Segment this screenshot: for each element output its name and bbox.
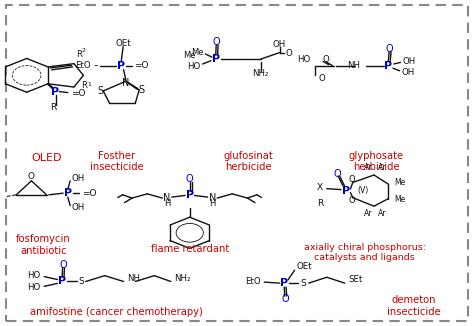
Text: HO: HO [27,283,41,292]
Text: Me: Me [394,178,405,187]
Text: HO: HO [27,271,41,280]
Text: P: P [52,87,60,96]
Text: N: N [164,193,171,203]
Text: Ar: Ar [378,209,387,218]
Text: O: O [213,37,220,47]
Text: R: R [82,81,87,90]
Text: P: P [117,61,125,71]
Text: NH₂: NH₂ [252,69,269,78]
Text: O: O [186,173,193,184]
Text: OH: OH [401,68,415,77]
Text: R: R [51,103,57,112]
Text: O: O [59,259,67,270]
Text: OEt: OEt [296,262,312,271]
Text: R: R [76,50,82,59]
Text: Fosther
insecticide: Fosther insecticide [90,151,143,172]
Text: P: P [212,54,220,64]
Text: OH: OH [72,203,85,212]
Text: glyphosate
herbicide: glyphosate herbicide [349,151,404,172]
Text: N: N [122,79,129,88]
Text: OH: OH [273,40,286,49]
Text: Me: Me [191,48,204,57]
Text: OH: OH [72,174,85,183]
Text: O: O [386,44,393,54]
Text: =O: =O [135,61,149,70]
Text: O: O [318,74,325,83]
Text: X: X [317,184,323,192]
Text: (V): (V) [357,186,369,195]
Text: NH: NH [128,274,140,283]
Text: glufosinat
herbicide: glufosinat herbicide [224,151,273,172]
Text: H: H [164,199,170,208]
Text: N: N [209,193,216,203]
Text: O: O [28,172,35,181]
Text: O: O [333,169,341,179]
Text: P: P [58,276,66,287]
Text: OH: OH [402,57,416,66]
Text: O: O [286,49,292,58]
Text: Ar: Ar [364,163,373,172]
Text: –: – [94,61,99,70]
Text: demeton
insecticide: demeton insecticide [387,295,441,317]
Text: EtO: EtO [245,277,261,286]
Text: 1: 1 [88,82,91,87]
Text: OLED: OLED [31,153,62,163]
Text: P: P [64,188,72,198]
Text: O: O [348,197,355,205]
Text: HO: HO [298,55,311,64]
Text: O: O [322,55,329,64]
Text: amifostine (cancer chemotherapy): amifostine (cancer chemotherapy) [30,307,203,317]
Text: S: S [301,279,306,288]
Text: NH₂: NH₂ [174,274,191,283]
Text: P: P [342,185,350,196]
Text: 2: 2 [82,48,86,53]
Text: Me: Me [394,195,405,204]
Text: Ar: Ar [364,209,373,218]
Text: H: H [209,199,216,208]
Text: fosfomycin
antibiotic: fosfomycin antibiotic [16,234,71,256]
Text: O: O [282,294,289,304]
Text: =O: =O [82,189,97,198]
Text: axially chiral phosphorus:
catalysts and ligands: axially chiral phosphorus: catalysts and… [304,243,426,262]
Text: Me: Me [183,51,196,60]
Text: NH: NH [347,61,360,70]
Text: P: P [280,278,288,288]
Text: OEt: OEt [116,39,131,48]
Text: SEt: SEt [348,275,363,284]
Text: HO: HO [187,62,201,71]
Text: S: S [97,86,103,96]
Text: O: O [348,175,355,184]
Text: R: R [317,199,323,208]
Text: P: P [384,61,392,71]
Text: EtO: EtO [75,61,91,70]
Text: S: S [138,85,144,95]
Text: P: P [186,190,194,200]
Text: flame retardant: flame retardant [151,244,229,254]
Text: =O: =O [71,89,85,98]
Text: Ar: Ar [378,163,387,172]
Text: S: S [78,277,84,286]
